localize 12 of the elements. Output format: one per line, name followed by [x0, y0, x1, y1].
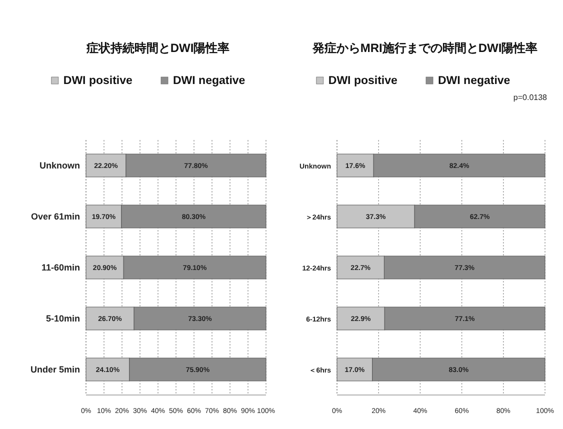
y-tick-label: Unknown: [40, 160, 80, 170]
y-tick-label: Over 61min: [30, 212, 80, 222]
chart-title: 症状持続時間とDWI陽性率: [85, 41, 230, 55]
legend-label: DWI negative: [438, 75, 510, 87]
text: p=0.0138: [513, 93, 548, 102]
y-tick-label: 5-10min: [46, 314, 80, 324]
chart-title: 発症からMRI施行までの時間とDWI陽性率: [311, 41, 538, 55]
legend-label: DWI negative: [173, 75, 246, 87]
legend-label: DWI positive: [328, 75, 398, 87]
y-tick-label: Under 5min: [30, 364, 80, 374]
y-tick-label: 11-60min: [41, 262, 80, 272]
legend-label: DWI positive: [63, 75, 132, 87]
